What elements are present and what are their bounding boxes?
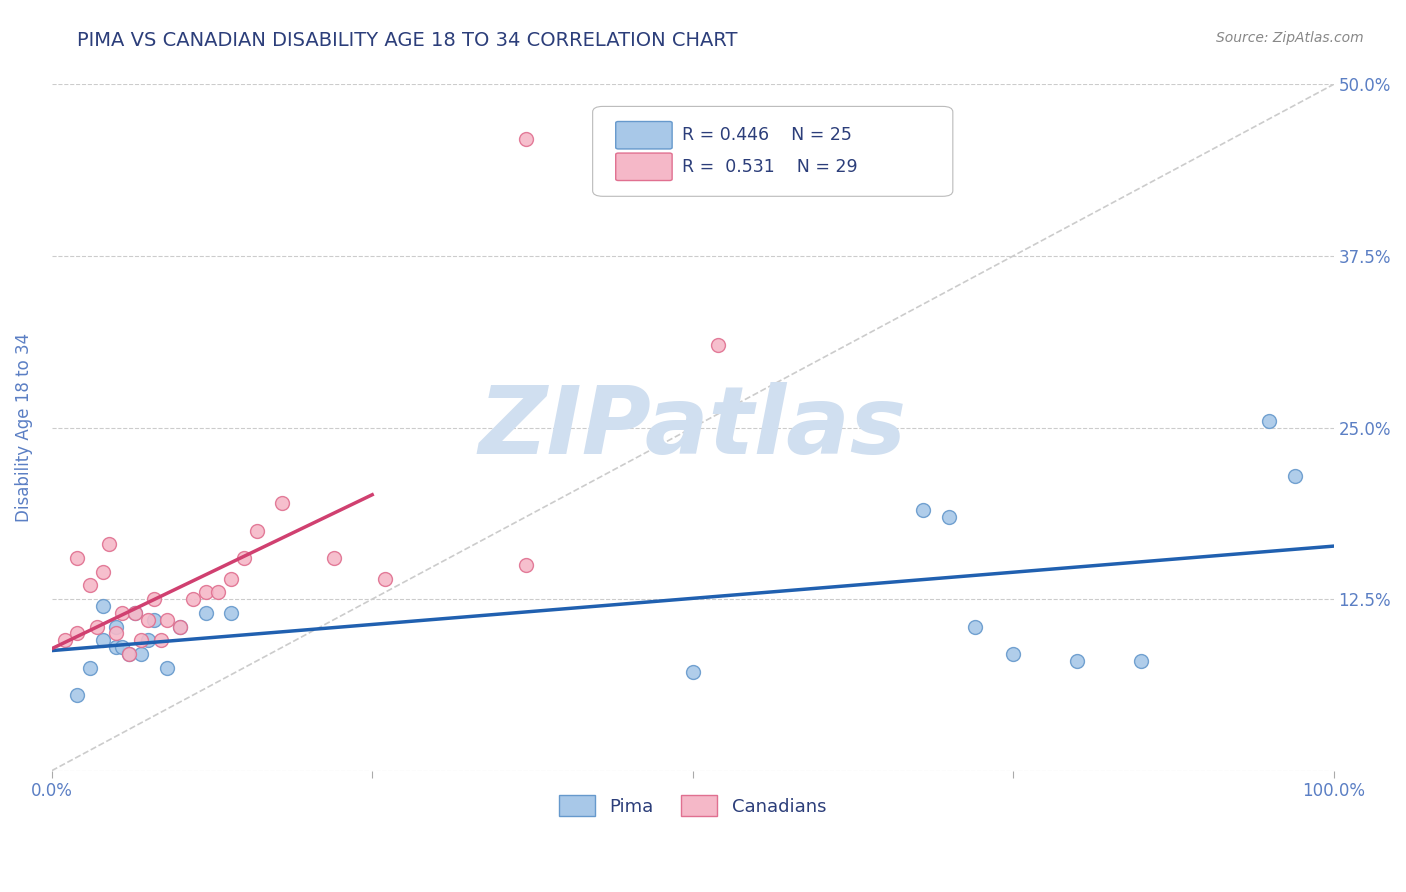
Point (1130, 654, 1153, 668)
Y-axis label: Disability Age 18 to 34: Disability Age 18 to 34 (15, 333, 32, 522)
Point (1066, 654, 1088, 668)
FancyBboxPatch shape (593, 106, 953, 196)
Text: ZIPatlas: ZIPatlas (478, 382, 907, 474)
Point (246, 524, 269, 538)
Point (271, 496, 294, 510)
Point (156, 613, 179, 627)
Point (169, 619, 191, 633)
Point (156, 661, 179, 675)
Point (53, 633, 76, 648)
Point (912, 503, 935, 517)
Point (143, 613, 166, 627)
Point (207, 585, 229, 599)
Point (118, 647, 141, 661)
Point (194, 606, 217, 620)
Point (91, 633, 114, 648)
Point (86, 619, 108, 633)
Point (515, 132, 537, 146)
Point (79, 578, 101, 592)
Point (131, 633, 153, 648)
Point (374, 572, 396, 586)
Point (98, 537, 121, 551)
Point (707, 338, 730, 352)
Point (91, 565, 114, 579)
Point (1002, 647, 1025, 661)
Point (233, 551, 256, 566)
Point (322, 551, 344, 566)
Point (169, 619, 191, 633)
Point (682, 665, 704, 679)
Point (124, 606, 146, 620)
Point (149, 633, 172, 648)
Point (104, 640, 127, 655)
Point (66, 551, 89, 566)
Point (143, 592, 166, 607)
Point (124, 606, 146, 620)
Point (79, 661, 101, 675)
Point (963, 619, 986, 633)
Point (194, 585, 217, 599)
FancyBboxPatch shape (616, 153, 672, 180)
Point (219, 572, 242, 586)
Point (136, 613, 159, 627)
Text: Source: ZipAtlas.com: Source: ZipAtlas.com (1216, 31, 1364, 45)
Point (136, 633, 159, 648)
Text: R = 0.446    N = 25: R = 0.446 N = 25 (682, 127, 852, 145)
Point (131, 647, 153, 661)
Point (104, 619, 127, 633)
Point (181, 592, 204, 607)
Point (1284, 468, 1306, 483)
FancyBboxPatch shape (616, 121, 672, 149)
Legend: Pima, Canadians: Pima, Canadians (553, 789, 834, 823)
Text: R =  0.531    N = 29: R = 0.531 N = 29 (682, 158, 858, 176)
Point (104, 626, 127, 640)
Point (111, 606, 134, 620)
Text: PIMA VS CANADIAN DISABILITY AGE 18 TO 34 CORRELATION CHART: PIMA VS CANADIAN DISABILITY AGE 18 TO 34… (77, 31, 738, 50)
Point (66, 688, 89, 702)
Point (91, 599, 114, 613)
Point (219, 606, 242, 620)
Point (515, 558, 537, 572)
Point (118, 647, 141, 661)
Point (66, 626, 89, 640)
Point (1258, 414, 1281, 428)
Point (111, 640, 134, 655)
Point (938, 509, 960, 524)
